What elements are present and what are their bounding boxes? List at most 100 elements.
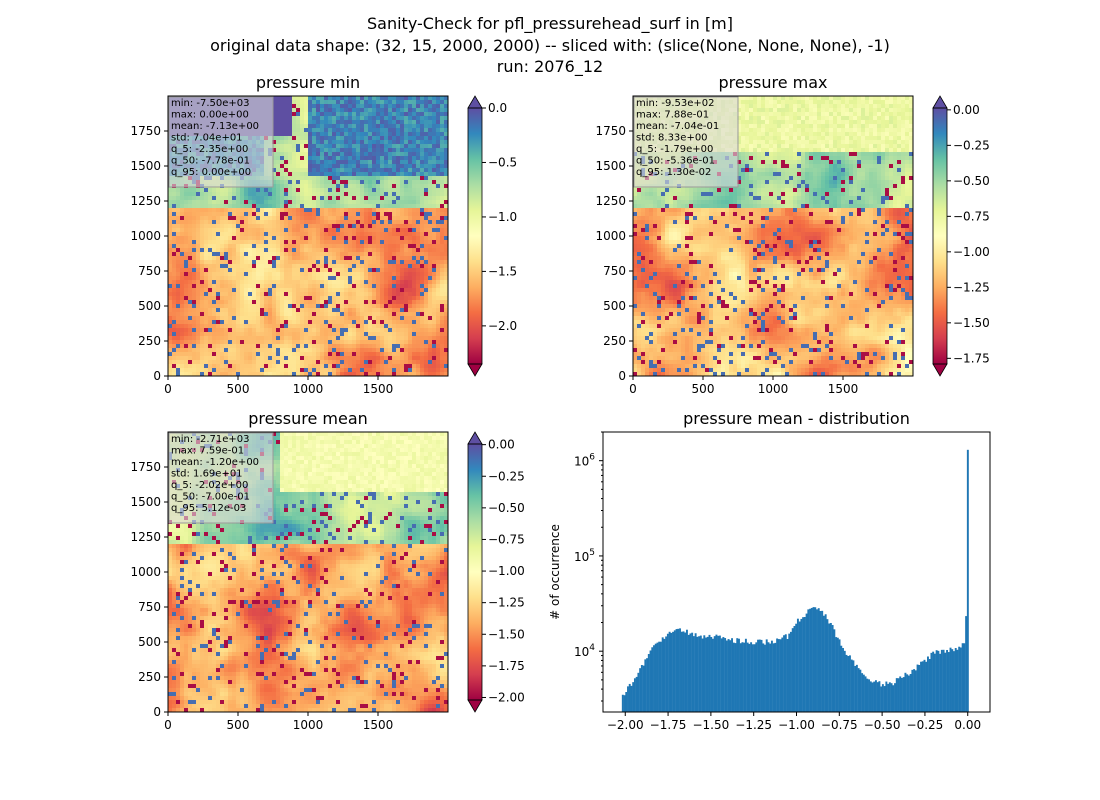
histogram-bar [850,659,853,712]
histogram-bar [831,625,834,712]
colorbar-tick-label: −0.50 [953,174,990,188]
histogram-bar [911,669,914,712]
histogram-bar [930,652,933,712]
colorbar-tick-label: −0.25 [488,469,525,483]
y-tick-label: 106 [574,453,595,469]
histogram-bar [925,661,928,712]
histogram-bar [751,644,754,712]
histogram-bar [625,692,628,712]
histogram-bar [753,644,756,712]
histogram-bar [790,631,792,712]
stats-line: max: 0.00e+00 [171,110,249,121]
histogram-bar [744,638,747,712]
histogram-bar [627,686,629,712]
histogram-bar [731,638,733,712]
histogram-bar [845,654,848,712]
colorbar-extend-top [467,431,483,445]
histogram-bar [793,626,796,712]
colorbar-extend-bottom [467,363,483,377]
stats-line: min: -2.71e+03 [171,434,250,445]
histogram-bar [708,634,711,712]
stats-line: mean: -7.13e+00 [171,121,259,132]
stats-line: q_95: 0.00e+00 [171,167,251,178]
panel-title: pressure max [718,73,827,92]
histogram-bar [673,630,676,712]
y-tick-label: 1750 [595,124,626,138]
histogram-bar [944,652,947,712]
histogram-bar [729,640,732,712]
histogram-bar [755,642,758,712]
histogram-bar [685,629,688,712]
x-tick-label: 1500 [828,382,859,396]
histogram-bar [760,639,763,712]
histogram-bar [677,628,680,712]
histogram-bar [956,649,959,712]
y-tick-label: 750 [138,264,161,278]
x-tick-label: −0.50 [864,718,901,732]
colorbar-tick-label: −0.75 [953,209,990,223]
stats-line: max: 7.88e-01 [636,110,709,121]
x-tick-label: 1000 [293,382,324,396]
histogram-bar [710,636,713,712]
y-tick-label: 0 [618,369,626,383]
histogram-bar [847,656,850,712]
histogram-bar [701,638,704,712]
histogram-bar [822,615,825,712]
colorbar-tick-label: −0.75 [488,532,525,546]
histogram-bar [633,678,636,712]
histogram-bar [779,639,782,712]
histogram-bar [906,674,909,712]
histogram-bar [680,631,683,712]
colorbar-tick-label: −1.00 [953,245,990,259]
colorbar-tick-label: −2.0 [488,319,517,333]
histogram-bar [826,619,829,712]
stats-line: q_95: 1.30e-02 [636,167,711,178]
histogram-bar [795,623,798,712]
histogram-bar [736,638,739,712]
histogram-bar [817,608,820,712]
histogram-bar [829,622,832,712]
colorbar-tick-label: 0.00 [953,103,980,117]
colorbar-extend-top [932,95,948,109]
histogram-bar [874,680,877,712]
histogram-bar [739,643,742,712]
heatmap-panel-2: pressure max 0 500 1000 1500 0 250 500 750 1000 12… [595,73,989,396]
colorbar-extend-top [467,95,483,109]
histogram-bar [654,643,657,712]
histogram-bar [628,683,631,712]
x-tick-label: −1.50 [692,718,729,732]
histogram-bar [854,665,857,712]
y-tick-label: 500 [603,299,626,313]
stats-line: std: 8.33e+00 [636,133,708,144]
histogram-bar [958,646,961,712]
histogram-bar [814,607,817,712]
histogram-bar [738,638,740,712]
stats-line: mean: -7.04e-01 [636,121,719,132]
histogram-bar [954,648,957,712]
x-tick-label: −1.75 [650,718,687,732]
histogram-bar [828,623,831,712]
histogram-bar [658,641,661,712]
histogram-bar [923,659,926,712]
histogram-bar [932,651,935,712]
histogram-bar [862,674,865,712]
histogram-bar [887,683,890,712]
colorbar-tick-label: 0.0 [488,101,507,115]
histogram-bar [659,641,662,712]
colorbar-tick-label: −1.5 [488,264,517,278]
stats-line: min: -7.50e+03 [171,98,250,109]
histogram-bar [777,639,780,712]
y-tick-label: 1250 [595,194,626,208]
histogram-bar [682,631,685,712]
y-tick-label: 1250 [130,194,161,208]
histogram-bar [748,643,751,712]
y-tick-label: 750 [138,600,161,614]
histogram-bar [705,637,707,712]
colorbar-tick-label: −1.75 [953,351,990,365]
y-tick-label: 1000 [130,565,161,579]
heatmap-panel-1: pressure min 0 500 1000 1500 0 250 500 750 1000 12… [130,73,517,396]
y-tick-label: 750 [603,264,626,278]
histogram-bar [687,634,690,712]
